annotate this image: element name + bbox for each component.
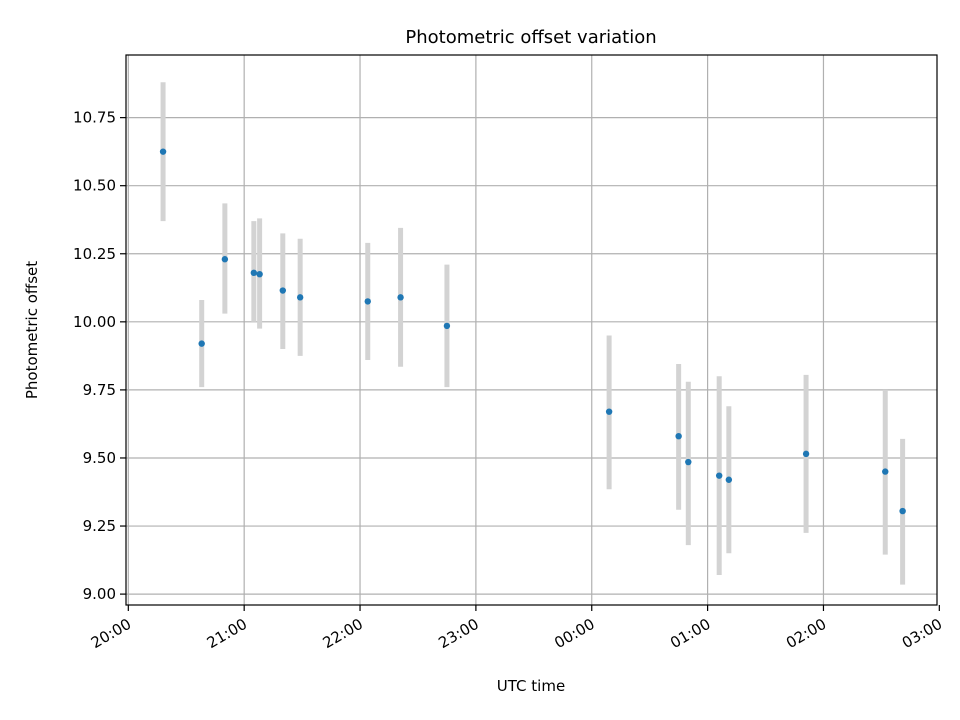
y-axis-ticks: 9.00 9.25 9.50 9.75 10.00 10.25 10.50 10.75: [73, 109, 126, 603]
data-point: [675, 432, 682, 440]
data-point: [296, 294, 304, 301]
data-point: [159, 148, 167, 155]
y-axis-label: Photometric offset: [23, 261, 41, 399]
data-point: [397, 294, 404, 301]
data-point: [882, 468, 889, 475]
y-tick-label: 9.75: [83, 381, 116, 399]
data-point: [443, 322, 451, 330]
data-point: [364, 298, 371, 305]
plot-frame: [125, 54, 938, 606]
y-tick-label: 10.00: [73, 313, 116, 331]
data-point: [256, 270, 263, 278]
data-point: [250, 269, 258, 277]
chart-title: Photometric offset variation: [405, 27, 656, 48]
data-point: [198, 340, 205, 347]
data-points: [159, 148, 906, 515]
data-point: [802, 450, 810, 458]
data-point: [715, 472, 723, 479]
y-tick-label: 10.75: [73, 109, 116, 127]
x-axis-label: UTC time: [497, 677, 565, 695]
y-tick-label: 9.25: [83, 517, 116, 535]
data-point: [725, 476, 733, 483]
data-point: [279, 287, 286, 294]
y-tick-label: 9.50: [83, 449, 116, 467]
data-point: [605, 408, 613, 415]
y-tick-label: 10.50: [73, 177, 116, 195]
data-point: [221, 256, 229, 263]
data-point: [685, 458, 692, 466]
data-point: [899, 507, 906, 515]
y-tick-label: 9.00: [83, 585, 116, 603]
y-tick-label: 10.25: [73, 245, 116, 263]
